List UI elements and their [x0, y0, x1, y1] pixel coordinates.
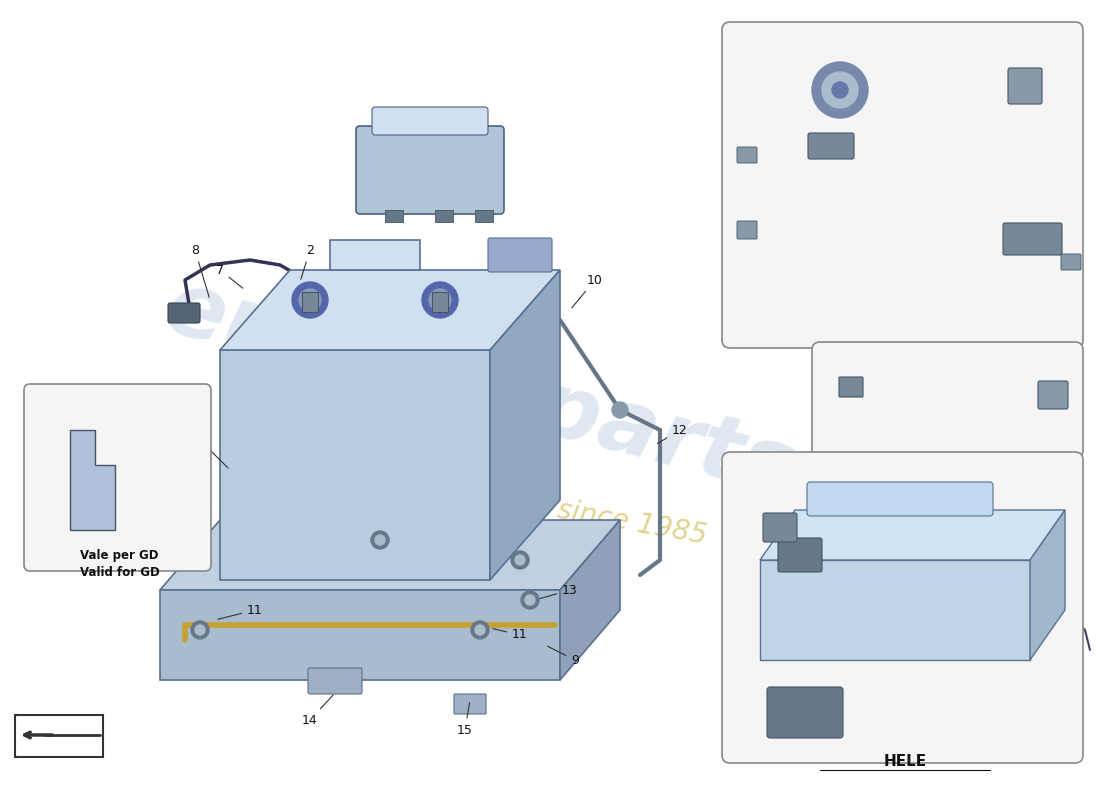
FancyBboxPatch shape — [372, 107, 488, 135]
Text: 9: 9 — [548, 646, 579, 666]
FancyBboxPatch shape — [812, 342, 1084, 458]
Text: 2: 2 — [1032, 529, 1064, 560]
Polygon shape — [160, 590, 560, 680]
Circle shape — [195, 535, 205, 545]
Circle shape — [292, 282, 328, 318]
Polygon shape — [160, 520, 620, 590]
Text: a passion for parts since 1985: a passion for parts since 1985 — [290, 450, 710, 550]
FancyBboxPatch shape — [807, 482, 993, 516]
FancyBboxPatch shape — [808, 133, 854, 159]
Circle shape — [422, 282, 458, 318]
Text: 11: 11 — [493, 629, 528, 642]
Circle shape — [371, 531, 389, 549]
Text: 15: 15 — [458, 702, 473, 737]
Circle shape — [375, 535, 385, 545]
Polygon shape — [490, 270, 560, 580]
Circle shape — [191, 621, 209, 639]
Circle shape — [191, 531, 209, 549]
Text: HELE: HELE — [883, 754, 926, 770]
Text: 8: 8 — [191, 243, 209, 298]
Text: 19: 19 — [842, 49, 862, 65]
FancyBboxPatch shape — [168, 303, 200, 323]
FancyBboxPatch shape — [737, 221, 757, 239]
FancyBboxPatch shape — [1038, 381, 1068, 409]
Polygon shape — [220, 270, 560, 350]
Text: 5: 5 — [846, 354, 854, 375]
Text: 17: 17 — [846, 469, 868, 505]
Text: 11: 11 — [218, 603, 263, 619]
FancyBboxPatch shape — [308, 668, 362, 694]
FancyBboxPatch shape — [839, 377, 864, 397]
FancyBboxPatch shape — [24, 384, 211, 571]
Polygon shape — [560, 520, 620, 680]
FancyBboxPatch shape — [356, 126, 504, 214]
Polygon shape — [220, 350, 490, 580]
Circle shape — [512, 551, 529, 569]
Polygon shape — [760, 510, 1065, 560]
Circle shape — [471, 621, 490, 639]
FancyBboxPatch shape — [475, 210, 493, 222]
FancyBboxPatch shape — [1003, 223, 1062, 255]
Text: 12: 12 — [658, 423, 688, 443]
Text: 10: 10 — [572, 274, 603, 308]
Circle shape — [299, 289, 321, 311]
Circle shape — [475, 625, 485, 635]
FancyBboxPatch shape — [488, 238, 552, 272]
Text: 20: 20 — [807, 114, 823, 138]
FancyBboxPatch shape — [432, 292, 448, 312]
Polygon shape — [1030, 510, 1065, 660]
Text: Vale per GD: Vale per GD — [80, 549, 158, 562]
Text: 18: 18 — [101, 389, 128, 427]
FancyBboxPatch shape — [1008, 68, 1042, 104]
Text: 1: 1 — [196, 434, 228, 468]
FancyBboxPatch shape — [302, 292, 318, 312]
FancyBboxPatch shape — [763, 513, 798, 542]
Polygon shape — [760, 560, 1030, 660]
Circle shape — [822, 72, 858, 108]
FancyBboxPatch shape — [722, 452, 1084, 763]
Text: 2: 2 — [300, 243, 313, 279]
Text: 16: 16 — [422, 109, 438, 127]
Text: 6: 6 — [912, 203, 934, 228]
Text: Valid for GD: Valid for GD — [80, 566, 160, 578]
Circle shape — [525, 595, 535, 605]
Circle shape — [832, 82, 848, 98]
Circle shape — [515, 555, 525, 565]
FancyBboxPatch shape — [767, 687, 843, 738]
Text: 4: 4 — [781, 614, 794, 654]
Circle shape — [812, 62, 868, 118]
Circle shape — [195, 625, 205, 635]
Circle shape — [429, 289, 451, 311]
FancyBboxPatch shape — [454, 694, 486, 714]
Text: 3: 3 — [786, 469, 799, 502]
FancyBboxPatch shape — [1062, 254, 1081, 270]
Polygon shape — [330, 240, 420, 270]
Circle shape — [612, 402, 628, 418]
Text: 13: 13 — [538, 583, 578, 599]
Text: 7: 7 — [216, 263, 243, 288]
FancyBboxPatch shape — [778, 538, 822, 572]
FancyBboxPatch shape — [737, 147, 757, 163]
Text: 14: 14 — [302, 695, 333, 726]
FancyBboxPatch shape — [722, 22, 1084, 348]
Text: eurocarparts: eurocarparts — [156, 264, 804, 516]
Circle shape — [521, 591, 539, 609]
FancyBboxPatch shape — [385, 210, 403, 222]
FancyBboxPatch shape — [434, 210, 453, 222]
Polygon shape — [70, 430, 116, 530]
